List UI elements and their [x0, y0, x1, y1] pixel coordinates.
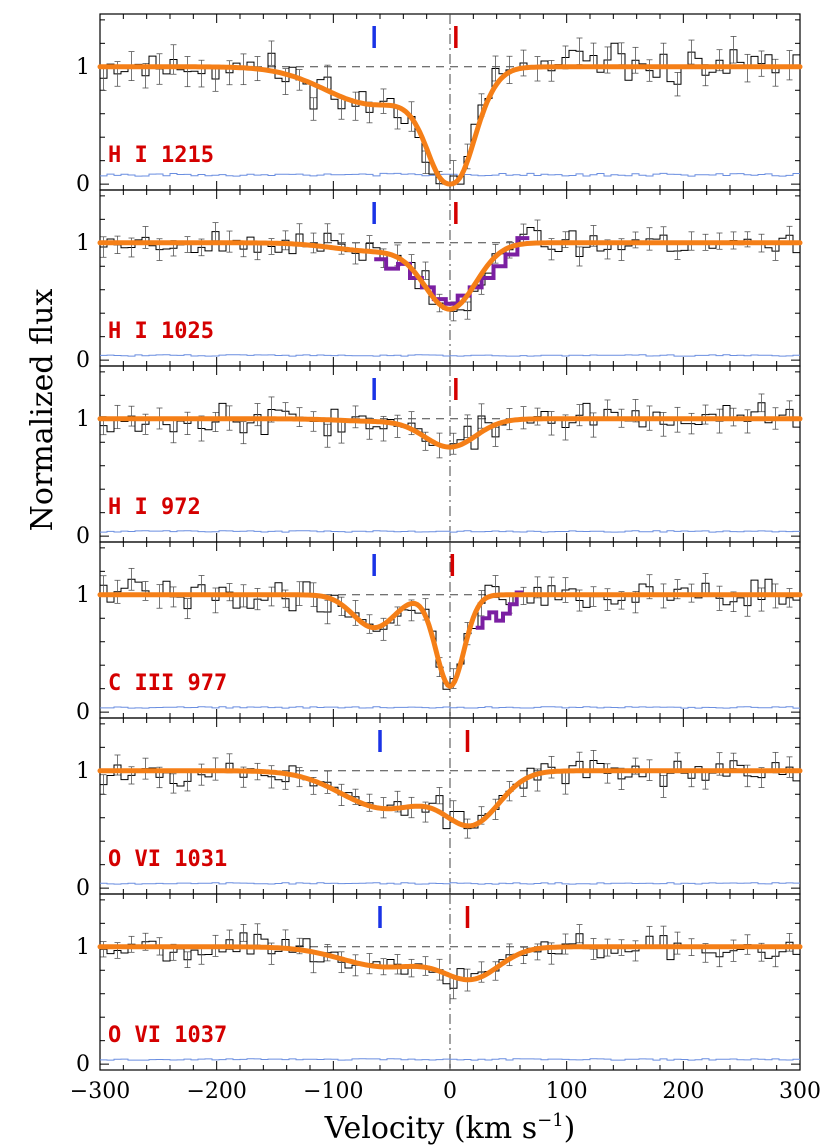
y-tick-label: 0 — [76, 524, 90, 549]
y-tick-label: 0 — [76, 700, 90, 725]
x-tick-label: −100 — [303, 1079, 363, 1104]
x-axis-title-main: Velocity (km s — [324, 1111, 538, 1146]
y-tick-label: 0 — [76, 1052, 90, 1077]
panel-label: O VI 1031 — [108, 847, 227, 872]
fit-curve — [97, 944, 803, 983]
error-spectrum — [100, 172, 800, 177]
x-tick-label: 300 — [779, 1079, 821, 1104]
y-axis-title: Normalized flux — [25, 289, 60, 532]
error-spectrum — [100, 882, 800, 885]
panel-3: 0 1 H I 972 — [76, 365, 803, 549]
y-tick-label: 0 — [76, 348, 90, 373]
panel-label: H I 1215 — [108, 143, 214, 168]
blend-segment — [374, 236, 530, 306]
y-tick-label: 0 — [76, 876, 90, 901]
y-tick-label: 1 — [76, 935, 90, 960]
panel-5: 0 1 O VI 1031 — [76, 717, 803, 901]
x-axis-title-close: ) — [564, 1111, 576, 1146]
error-spectrum — [100, 530, 800, 533]
panel-1: 0 1 H I 1215 — [76, 13, 803, 197]
x-tick-label: 200 — [662, 1079, 704, 1104]
fit-curve — [97, 240, 803, 312]
y-tick-label: 1 — [76, 407, 90, 432]
x-tick-label: −200 — [186, 1079, 246, 1104]
panel-label: C III 977 — [108, 671, 227, 696]
panel-label: O VI 1037 — [108, 1023, 227, 1048]
error-spectrum — [100, 706, 800, 709]
fit-curve — [97, 64, 803, 187]
panel-label: H I 972 — [108, 495, 201, 520]
panels-group: 0 1 H I 1215 0 1 H I 1025 0 1 H I 972 0 1 C III 977… — [76, 13, 803, 1077]
x-axis-title: Velocity (km s−1) — [324, 1110, 576, 1146]
fit-curve — [97, 416, 803, 450]
error-spectrum — [100, 1058, 800, 1061]
fit-curve — [97, 592, 803, 690]
y-tick-label: 1 — [76, 231, 90, 256]
y-tick-label: 1 — [76, 583, 90, 608]
x-axis: −300 −200 −100 0 100 200 300 — [70, 1079, 821, 1104]
y-tick-label: 1 — [76, 55, 90, 80]
panel-2: 0 1 H I 1025 — [76, 189, 803, 373]
panel-6: 0 1 O VI 1037 — [76, 893, 803, 1077]
x-tick-label: −300 — [70, 1079, 130, 1104]
y-tick-label: 0 — [76, 172, 90, 197]
y-tick-label: 1 — [76, 759, 90, 784]
blend-segment — [475, 590, 524, 630]
error-spectrum — [100, 354, 800, 357]
x-tick-label: 0 — [443, 1079, 457, 1104]
x-tick-label: 100 — [546, 1079, 588, 1104]
fit-curve — [97, 768, 803, 829]
panel-label: H I 1025 — [108, 319, 214, 344]
panel-4: 0 1 C III 977 — [76, 541, 803, 725]
flux-histogram — [100, 578, 800, 690]
x-axis-title-exponent: −1 — [537, 1110, 564, 1131]
